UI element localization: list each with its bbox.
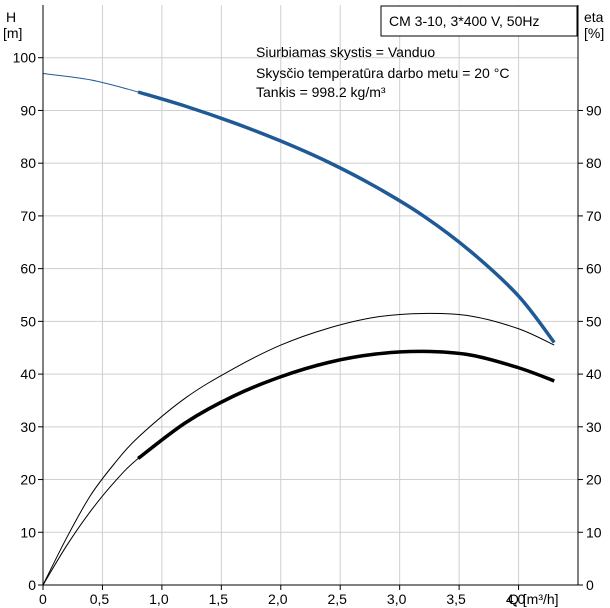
left-tick-label: 40 [20, 366, 36, 382]
right-axis-label-line1: eta [584, 9, 604, 25]
x-tick-label: 0,5 [90, 591, 110, 607]
left-tick-label: 80 [20, 155, 36, 171]
x-tick-label: 1,0 [149, 591, 169, 607]
x-tick-label: 2,0 [268, 591, 288, 607]
left-tick-label: 70 [20, 208, 36, 224]
right-tick-label: 10 [586, 524, 602, 540]
left-tick-label: 90 [20, 102, 36, 118]
series-efficiency_2-bold [137, 349, 555, 460]
right-tick-label: 30 [586, 419, 602, 435]
x-tick-label: 4,0 [506, 591, 526, 607]
right-tick-label: 80 [586, 155, 602, 171]
left-axis-label-line1: H [6, 9, 16, 25]
right-tick-label: 50 [586, 313, 602, 329]
right-axis-label-line2: [%] [584, 25, 604, 41]
left-tick-label: 0 [28, 577, 36, 593]
tick-labels: 0 10 20 30 40 50 60 70 80 90 100 0 10 20 30 40 50 60 70 80 9… [13, 50, 602, 607]
annotation-density: Tankis = 998.2 kg/m³ [256, 84, 386, 100]
left-axis-label-line2: [m] [3, 25, 22, 41]
right-tick-label: 20 [586, 472, 602, 488]
x-axis-label: Q [m³/h] [508, 591, 559, 607]
title-box-text: CM 3-10, 3*400 V, 50Hz [389, 13, 539, 29]
x-tick-label: 3,5 [446, 591, 466, 607]
left-tick-label: 20 [20, 472, 36, 488]
left-tick-label: 30 [20, 419, 36, 435]
right-tick-label: 90 [586, 102, 602, 118]
right-tick-label: 60 [586, 261, 602, 277]
left-tick-label: 50 [20, 313, 36, 329]
x-tick-label: 0 [39, 591, 47, 607]
left-tick-label: 100 [13, 50, 37, 66]
right-tick-label: 70 [586, 208, 602, 224]
left-tick-label: 60 [20, 261, 36, 277]
annotation-temperature: Skysčio temperatūra darbo metu = 20 °C [256, 65, 509, 81]
series-head-line [42, 73, 555, 343]
title-box [380, 5, 578, 37]
series-efficiency_2-line [42, 350, 555, 586]
right-tick-label: 40 [586, 366, 602, 382]
annotation-liquid: Siurbiamas skystis = Vanduo [256, 44, 435, 60]
series-head-bold [137, 90, 556, 344]
series-efficiency_1-line [42, 312, 555, 586]
x-tick-label: 1,5 [209, 591, 229, 607]
right-tick-label: 0 [586, 577, 594, 593]
x-tick-label: 3,0 [387, 591, 407, 607]
series-layer [42, 73, 556, 586]
left-tick-label: 10 [20, 524, 36, 540]
x-tick-label: 2,5 [327, 591, 347, 607]
